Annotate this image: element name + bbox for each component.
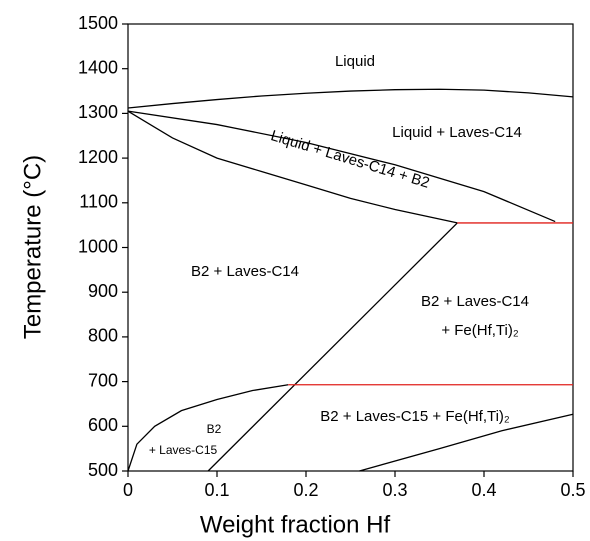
y-tick-label: 900 — [88, 281, 118, 301]
x-tick-label: 0.5 — [560, 480, 585, 500]
x-tick-label: 0.1 — [204, 480, 229, 500]
region-label: Liquid — [335, 53, 375, 70]
phase-boundary — [207, 222, 458, 472]
phase-boundary — [127, 110, 458, 224]
y-tick-label: 1000 — [78, 236, 118, 256]
y-tick-label: 600 — [88, 415, 118, 435]
region-label: Liquid + Laves-C14 — [392, 124, 522, 141]
region-label: B2 + Laves-C14 — [191, 263, 299, 280]
y-tick-label: 500 — [88, 460, 118, 480]
y-tick-label: 1300 — [78, 102, 118, 122]
y-tick-label: 1500 — [78, 13, 118, 33]
region-label: B2 + Laves-C15 + Fe(Hf,Ti)₂ — [320, 408, 510, 425]
region-label: B2 — [207, 422, 222, 436]
y-axis-label: Temperature (°C) — [19, 155, 46, 339]
phase-boundary — [127, 384, 289, 472]
region-label: B2 + Laves-C14 — [421, 293, 529, 310]
region-label: + Fe(Hf,Ti)₂ — [441, 322, 519, 339]
y-tick-label: 1100 — [79, 192, 118, 212]
y-tick-label: 1400 — [78, 57, 118, 77]
y-tick-label: 700 — [88, 370, 118, 390]
y-tick-label: 800 — [88, 326, 118, 346]
region-label: + Laves-C15 — [149, 443, 218, 457]
phase-boundary — [359, 413, 574, 472]
x-tick-label: 0.2 — [293, 480, 318, 500]
phase-boundary — [127, 110, 556, 223]
phase-boundary — [127, 88, 574, 109]
x-tick-label: 0.4 — [471, 480, 496, 500]
x-axis-label: Weight fraction Hf — [200, 511, 391, 538]
x-tick-label: 0 — [123, 480, 133, 500]
x-tick-label: 0.3 — [382, 480, 407, 500]
y-tick-label: 1200 — [78, 147, 118, 167]
